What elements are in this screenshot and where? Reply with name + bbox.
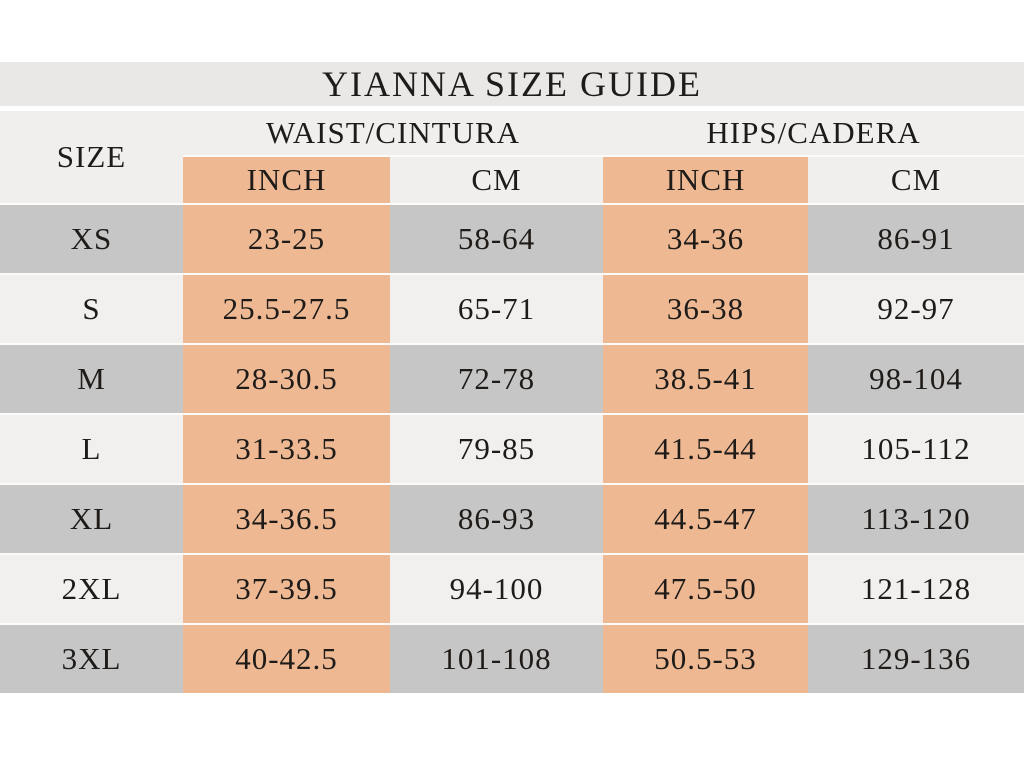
waist-cm-value: 72-78 — [390, 343, 603, 414]
title-row: YIANNA SIZE GUIDE — [0, 62, 1024, 111]
unit-header-row: INCH CM INCH CM — [0, 155, 1024, 204]
hips-cm-value: 105-112 — [808, 413, 1024, 484]
waist-cm-value: 65-71 — [390, 273, 603, 344]
hips-cm-value: 86-91 — [808, 203, 1024, 274]
hips-inch-value: 50.5-53 — [603, 623, 808, 693]
waist-inch-value: 34-36.5 — [183, 483, 390, 554]
waist-cm-value: 101-108 — [390, 623, 603, 693]
waist-inch-value: 37-39.5 — [183, 553, 390, 624]
size-label: M — [0, 343, 183, 414]
hips-inch-value: 38.5-41 — [603, 343, 808, 414]
waist-cm-value: 94-100 — [390, 553, 603, 624]
size-label: 3XL — [0, 623, 183, 693]
waist-group-header: WAIST/CINTURA — [183, 108, 603, 156]
hips-inch-value: 34-36 — [603, 203, 808, 274]
table-row-s: S 25.5-27.5 65-71 36-38 92-97 — [0, 273, 1024, 344]
size-guide-table: YIANNA SIZE GUIDE SIZE WAIST/CINTURA HIP… — [0, 62, 1024, 693]
hips-inch-value: 47.5-50 — [603, 553, 808, 624]
table-row-3xl: 3XL 40-42.5 101-108 50.5-53 129-136 — [0, 623, 1024, 693]
hips-group-header: HIPS/CADERA — [603, 108, 1024, 156]
hips-inch-value: 41.5-44 — [603, 413, 808, 484]
waist-cm-value: 58-64 — [390, 203, 603, 274]
size-label: L — [0, 413, 183, 484]
column-group-header-row: SIZE WAIST/CINTURA HIPS/CADERA — [0, 108, 1024, 204]
size-column-header: SIZE — [0, 108, 183, 204]
waist-inch-value: 40-42.5 — [183, 623, 390, 693]
waist-inch-value: 23-25 — [183, 203, 390, 274]
hips-cm-value: 129-136 — [808, 623, 1024, 693]
waist-cm-value: 79-85 — [390, 413, 603, 484]
hips-cm-value: 113-120 — [808, 483, 1024, 554]
table-row-m: M 28-30.5 72-78 38.5-41 98-104 — [0, 343, 1024, 414]
size-label: S — [0, 273, 183, 344]
hips-cm-value: 121-128 — [808, 553, 1024, 624]
hips-cm-value: 98-104 — [808, 343, 1024, 414]
waist-cm-header: CM — [390, 155, 603, 204]
hips-cm-header: CM — [808, 155, 1024, 204]
table-row-xl: XL 34-36.5 86-93 44.5-47 113-120 — [0, 483, 1024, 554]
page-title: YIANNA SIZE GUIDE — [0, 62, 1024, 111]
waist-inch-header: INCH — [183, 155, 390, 204]
size-label: 2XL — [0, 553, 183, 624]
hips-inch-header: INCH — [603, 155, 808, 204]
hips-inch-value: 36-38 — [603, 273, 808, 344]
hips-inch-value: 44.5-47 — [603, 483, 808, 554]
waist-inch-value: 25.5-27.5 — [183, 273, 390, 344]
hips-cm-value: 92-97 — [808, 273, 1024, 344]
waist-cm-value: 86-93 — [390, 483, 603, 554]
table-row-l: L 31-33.5 79-85 41.5-44 105-112 — [0, 413, 1024, 484]
waist-inch-value: 28-30.5 — [183, 343, 390, 414]
size-label: XS — [0, 203, 183, 274]
table-row-xs: XS 23-25 58-64 34-36 86-91 — [0, 203, 1024, 274]
size-label: XL — [0, 483, 183, 554]
waist-inch-value: 31-33.5 — [183, 413, 390, 484]
table-row-2xl: 2XL 37-39.5 94-100 47.5-50 121-128 — [0, 553, 1024, 624]
